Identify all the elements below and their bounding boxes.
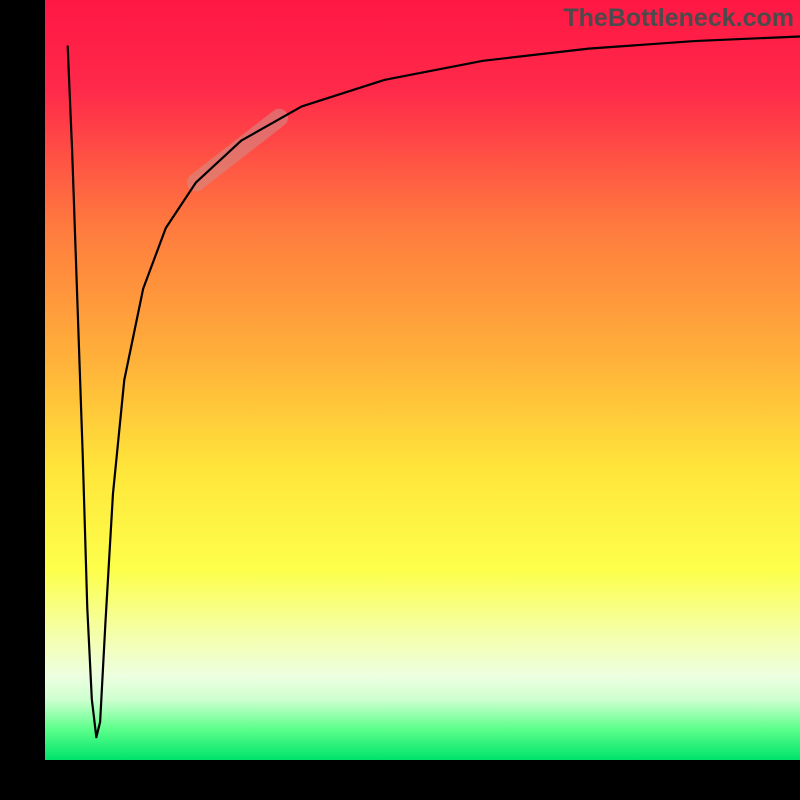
watermark: TheBottleneck.com: [563, 4, 794, 33]
background-gradient: [45, 0, 800, 760]
chart-container: TheBottleneck.com: [0, 0, 800, 800]
plot-area: [45, 0, 800, 760]
